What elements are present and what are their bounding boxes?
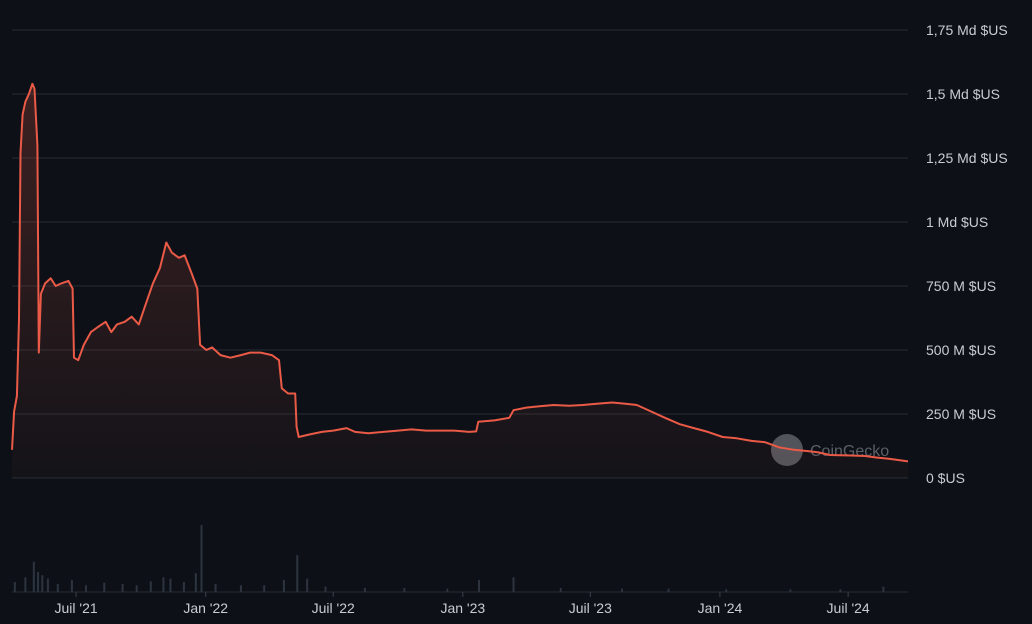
y-tick-label: 1,75 Md $US [926, 22, 1008, 38]
volume-bar [103, 582, 106, 592]
y-tick-label: 750 M $US [926, 278, 996, 294]
volume-bar [306, 578, 309, 592]
y-tick-label: 0 $US [926, 470, 965, 486]
x-tick-label: Jan '22 [183, 600, 228, 616]
x-tick-label: Juil '23 [569, 600, 612, 616]
x-tick-label: Juil '21 [55, 600, 98, 616]
volume-bar [559, 587, 562, 592]
volume-bar [135, 585, 138, 592]
volume-bar [41, 575, 44, 592]
y-tick-label: 500 M $US [926, 342, 996, 358]
y-tick-label: 250 M $US [926, 406, 996, 422]
volume-bar [882, 586, 885, 592]
volume-bar [789, 589, 792, 592]
y-axis: 0 $US 250 M $US 500 M $US 750 M $US 1 Md $US… [926, 22, 1008, 486]
x-tick-label: Juil '24 [827, 600, 870, 616]
volume-bar [214, 583, 217, 592]
y-tick-label: 1 Md $US [926, 214, 988, 230]
volume-bar [37, 571, 40, 592]
y-tick-label: 1,5 Md $US [926, 86, 1000, 102]
volume-bar [70, 579, 73, 592]
volume-bar [200, 525, 203, 592]
volume-bar [56, 583, 59, 592]
volume-bar [667, 588, 670, 592]
volume-bar [296, 555, 299, 592]
volume-bar [839, 589, 842, 592]
volume-bar [282, 579, 285, 592]
volume-bars [13, 525, 885, 592]
x-tick-label: Jan '24 [698, 600, 743, 616]
volume-bar [621, 588, 624, 592]
volume-bar [725, 589, 728, 592]
volume-bar [446, 588, 449, 592]
price-area [11, 82, 909, 479]
volume-bar [149, 581, 152, 592]
volume-bar [46, 578, 49, 592]
volume-bar [324, 586, 327, 592]
volume-bar [162, 577, 165, 592]
volume-bar [363, 587, 366, 592]
volume-bar [239, 585, 242, 592]
volume-bar [478, 579, 481, 592]
volume-bar [182, 581, 185, 592]
y-tick-label: 1,25 Md $US [926, 150, 1008, 166]
price-line [11, 82, 909, 463]
volume-bar [403, 587, 406, 592]
x-axis: Juil '21 Jan '22 Juil '22 Jan '23 Juil '23 Ja… [55, 592, 870, 616]
volume-bar [194, 573, 197, 592]
volume-bar [169, 578, 172, 592]
volume-bar [512, 577, 515, 592]
x-tick-label: Jan '23 [440, 600, 485, 616]
volume-bar [263, 585, 266, 592]
volume-bar [32, 561, 35, 592]
volume-bar [13, 581, 16, 592]
volume-bar [24, 577, 27, 592]
price-area-fill [12, 83, 908, 479]
x-tick-label: Juil '22 [312, 600, 355, 616]
volume-bar [84, 585, 87, 592]
volume-bar [121, 583, 124, 592]
